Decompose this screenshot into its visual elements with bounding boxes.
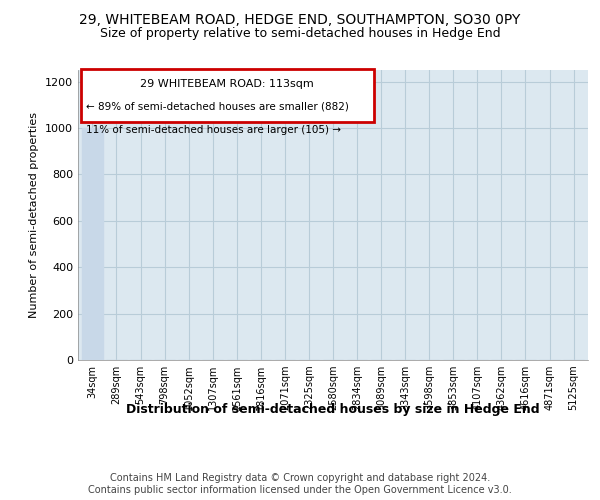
Text: Size of property relative to semi-detached houses in Hedge End: Size of property relative to semi-detach… (100, 28, 500, 40)
Text: Distribution of semi-detached houses by size in Hedge End: Distribution of semi-detached houses by … (126, 402, 540, 415)
Text: 11% of semi-detached houses are larger (105) →: 11% of semi-detached houses are larger (… (86, 125, 341, 135)
Text: 29, WHITEBEAM ROAD, HEDGE END, SOUTHAMPTON, SO30 0PY: 29, WHITEBEAM ROAD, HEDGE END, SOUTHAMPT… (79, 12, 521, 26)
Text: 29 WHITEBEAM ROAD: 113sqm: 29 WHITEBEAM ROAD: 113sqm (140, 78, 314, 88)
Text: Contains HM Land Registry data © Crown copyright and database right 2024.
Contai: Contains HM Land Registry data © Crown c… (88, 474, 512, 495)
Bar (82, 128, 103, 360)
FancyBboxPatch shape (80, 68, 374, 122)
Y-axis label: Number of semi-detached properties: Number of semi-detached properties (29, 112, 40, 318)
Text: ← 89% of semi-detached houses are smaller (882): ← 89% of semi-detached houses are smalle… (86, 102, 349, 112)
